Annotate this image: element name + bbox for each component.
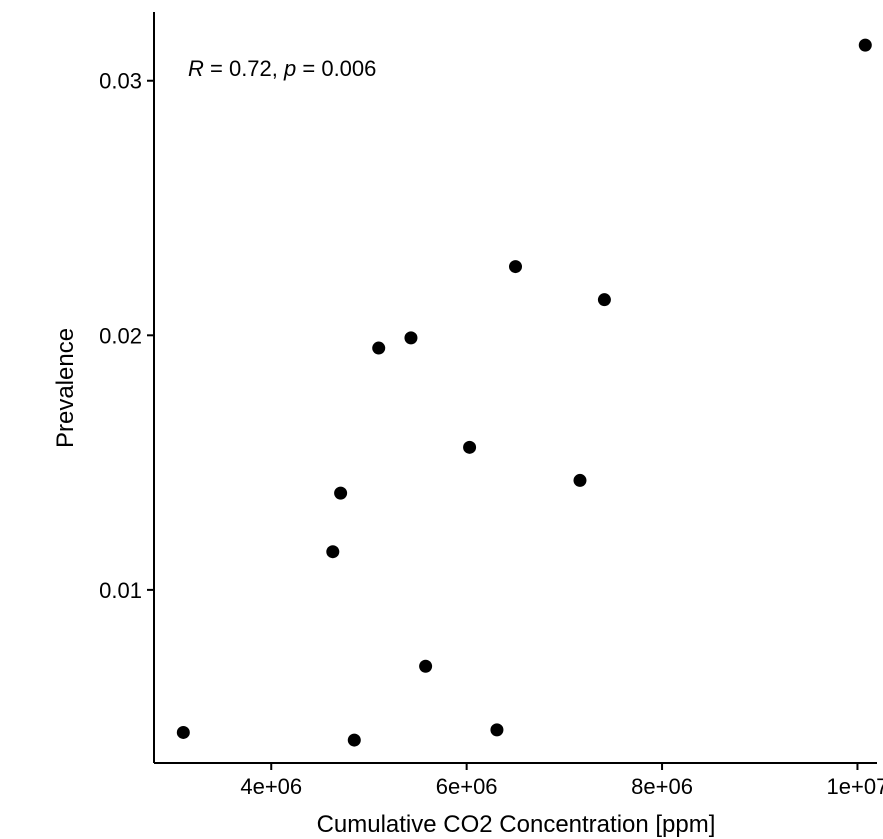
r-value: = 0.72,	[204, 56, 284, 81]
x-axis-ticks: 4e+06 6e+06 8e+06 1e+07	[240, 763, 883, 799]
x-tick-label: 1e+07	[827, 774, 883, 799]
data-point	[858, 38, 872, 52]
y-axis-ticks: 0.01 0.02 0.03	[99, 69, 154, 603]
data-point	[347, 733, 361, 747]
data-point	[573, 473, 587, 487]
data-point	[404, 331, 418, 345]
y-tick-label: 0.01	[99, 578, 142, 603]
data-point	[372, 341, 386, 355]
data-point	[326, 545, 340, 559]
x-tick-label: 8e+06	[631, 774, 693, 799]
data-point	[597, 293, 611, 307]
p-value: = 0.006	[296, 56, 376, 81]
x-tick-label: 6e+06	[436, 774, 498, 799]
x-axis-title: Cumulative CO2 Concentration [ppm]	[317, 811, 716, 838]
p-symbol: p	[283, 56, 296, 81]
r-symbol: R	[188, 56, 204, 81]
y-tick-label: 0.02	[99, 323, 142, 348]
data-point	[463, 440, 477, 454]
y-tick-label: 0.03	[99, 69, 142, 94]
data-point	[419, 659, 433, 673]
data-points	[176, 38, 872, 747]
data-point	[334, 486, 348, 500]
data-point	[490, 723, 504, 737]
data-point	[176, 725, 190, 739]
correlation-annotation: R = 0.72, p = 0.006	[188, 56, 376, 81]
y-axis-title: Prevalence	[52, 328, 79, 448]
x-tick-label: 4e+06	[240, 774, 302, 799]
data-point	[509, 260, 522, 274]
